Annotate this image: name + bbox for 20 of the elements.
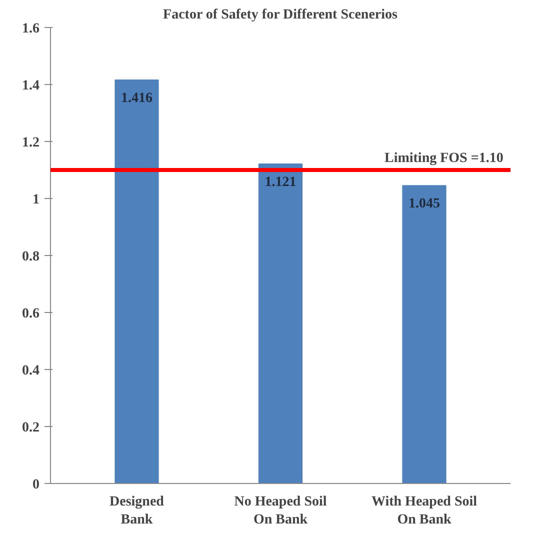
x-tick-label: Designed Bank [110,494,164,528]
y-tick-label: 1.4 [22,78,40,94]
bar [402,185,446,484]
y-tick-label: 1.6 [22,22,40,36]
y-tick-label: 0 [32,478,40,492]
y-tick-label: 0.6 [22,306,40,322]
ref-line-label: Limiting FOS =1.10 [384,151,504,166]
x-tick-label: No Heaped Soil On Bank [234,494,327,528]
bar [258,164,303,484]
chart-title: Factor of Safety for Different Scenerios [163,8,398,22]
y-tick-label: 1.2 [22,136,40,150]
y-tick-label: 1 [32,192,40,208]
y-tick-label: 0.8 [22,250,40,264]
data-label: 1.045 [408,196,440,212]
y-tick-label: 0.4 [22,364,40,378]
data-label: 1.416 [121,90,152,106]
bar [114,79,159,484]
data-label: 1.121 [264,175,296,190]
x-tick-label: With Heaped Soil On Bank [371,494,478,528]
y-tick-label: 0.2 [22,420,40,436]
